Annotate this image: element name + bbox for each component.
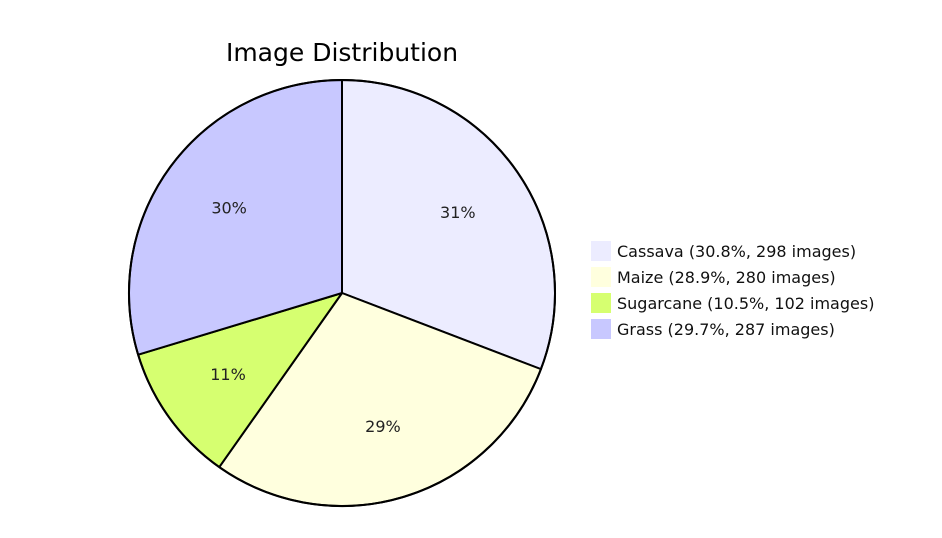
legend-item-maize: Maize (28.9%, 280 images) bbox=[591, 267, 836, 287]
pie-outline bbox=[128, 79, 556, 507]
legend-item-grass: Grass (29.7%, 287 images) bbox=[591, 319, 835, 339]
legend-swatch-maize bbox=[591, 267, 611, 287]
slice-percent-label-maize: 29% bbox=[365, 417, 401, 436]
legend-swatch-cassava bbox=[591, 241, 611, 261]
legend: Cassava (30.8%, 298 images) Maize (28.9%,… bbox=[591, 241, 874, 339]
chart-title: Image Distribution bbox=[226, 38, 458, 67]
slice-percent-label-grass: 30% bbox=[211, 199, 247, 218]
pie-slices bbox=[128, 79, 556, 507]
pie-slice-labels: 31% 29% 11% 30% bbox=[210, 199, 475, 436]
legend-swatch-sugarcane bbox=[591, 293, 611, 313]
legend-label-grass: Grass (29.7%, 287 images) bbox=[617, 320, 835, 339]
legend-swatch-grass bbox=[591, 319, 611, 339]
legend-label-sugarcane: Sugarcane (10.5%, 102 images) bbox=[617, 294, 874, 313]
legend-label-maize: Maize (28.9%, 280 images) bbox=[617, 268, 836, 287]
legend-item-cassava: Cassava (30.8%, 298 images) bbox=[591, 241, 856, 261]
slice-percent-label-cassava: 31% bbox=[440, 203, 476, 222]
legend-item-sugarcane: Sugarcane (10.5%, 102 images) bbox=[591, 293, 874, 313]
legend-label-cassava: Cassava (30.8%, 298 images) bbox=[617, 242, 856, 261]
slice-percent-label-sugarcane: 11% bbox=[210, 365, 246, 384]
